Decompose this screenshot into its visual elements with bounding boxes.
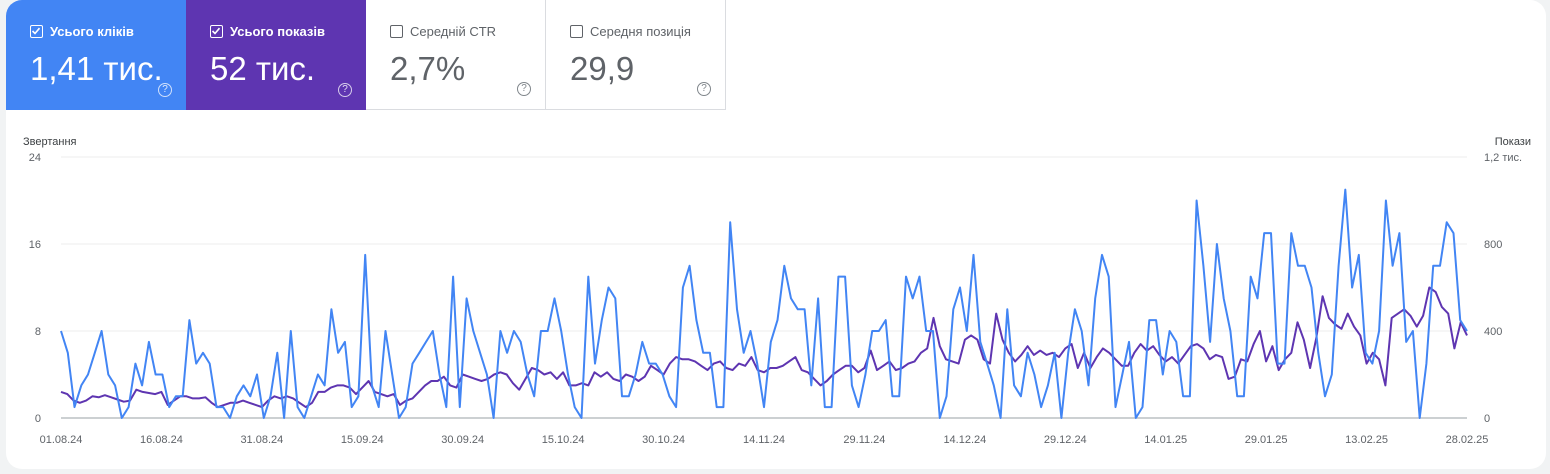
right-axis-tick: 1,2 тис. bbox=[1484, 152, 1522, 164]
checkbox-checked-icon[interactable] bbox=[210, 25, 223, 38]
left-axis-title: Звертання bbox=[23, 136, 77, 148]
x-axis-tick: 29.01.25 bbox=[1245, 434, 1288, 446]
right-axis-tick: 800 bbox=[1484, 239, 1502, 251]
checkbox-checked-icon[interactable] bbox=[30, 25, 43, 38]
chart-lines bbox=[60, 188, 1468, 419]
x-axis-tick: 29.12.24 bbox=[1044, 434, 1087, 446]
metric-value: 52 тис. bbox=[210, 50, 316, 87]
checkbox-unchecked-icon[interactable] bbox=[570, 25, 583, 38]
x-axis-tick: 31.08.24 bbox=[240, 434, 283, 446]
metric-value: 2,7% bbox=[390, 50, 466, 87]
x-axis-tick: 13.02.25 bbox=[1345, 434, 1388, 446]
performance-card: Усього кліків 1,41 тис. ? Усього показів… bbox=[6, 0, 1546, 469]
average-position-tile[interactable]: Середня позиція 29,9 ? bbox=[546, 0, 726, 110]
x-axis-tick: 28.02.25 bbox=[1446, 434, 1489, 446]
help-icon[interactable]: ? bbox=[338, 83, 352, 97]
left-axis-tick: 16 bbox=[29, 239, 41, 251]
total-impressions-tile[interactable]: Усього показів 52 тис. ? bbox=[186, 0, 366, 110]
help-icon[interactable]: ? bbox=[517, 82, 531, 96]
x-axis-tick: 29.11.24 bbox=[843, 434, 885, 446]
total-clicks-tile[interactable]: Усього кліків 1,41 тис. ? bbox=[6, 0, 186, 110]
average-ctr-tile[interactable]: Середній CTR 2,7% ? bbox=[366, 0, 546, 110]
chart-ticks: 0 0 8 400 16 800 24 1,2 тис. 01.08.24 16.08.24 31.… bbox=[29, 152, 1522, 446]
x-axis-tick: 14.12.24 bbox=[943, 434, 986, 446]
left-axis-tick: 8 bbox=[35, 326, 41, 338]
metric-value: 1,41 тис. bbox=[30, 50, 163, 87]
metric-tiles: Усього кліків 1,41 тис. ? Усього показів… bbox=[6, 0, 726, 110]
x-axis-tick: 15.10.24 bbox=[542, 434, 585, 446]
checkbox-unchecked-icon[interactable] bbox=[390, 25, 403, 38]
right-axis-tick: 400 bbox=[1484, 326, 1502, 338]
help-icon[interactable]: ? bbox=[158, 83, 172, 97]
right-axis-tick: 0 bbox=[1484, 413, 1490, 425]
x-axis-tick: 15.09.24 bbox=[341, 434, 384, 446]
metric-label: Середня позиція bbox=[590, 24, 691, 39]
x-axis-tick: 30.10.24 bbox=[642, 434, 685, 446]
metric-value: 29,9 bbox=[570, 50, 635, 87]
x-axis-tick: 14.11.24 bbox=[743, 434, 785, 446]
x-axis-tick: 30.09.24 bbox=[441, 434, 484, 446]
x-axis-tick: 16.08.24 bbox=[140, 434, 183, 446]
metric-label: Усього кліків bbox=[50, 24, 134, 39]
x-axis-tick: 14.01.25 bbox=[1144, 434, 1187, 446]
x-axis-tick: 01.08.24 bbox=[40, 434, 83, 446]
metric-label: Середній CTR bbox=[410, 24, 497, 39]
left-axis-tick: 24 bbox=[29, 152, 41, 164]
metric-label: Усього показів bbox=[230, 24, 325, 39]
impressions-series-line bbox=[60, 286, 1468, 409]
chart-grid bbox=[61, 156, 1467, 419]
clicks-series-line bbox=[60, 188, 1468, 419]
right-axis-title: Покази bbox=[1495, 136, 1531, 148]
left-axis-tick: 0 bbox=[35, 413, 41, 425]
performance-chart[interactable]: Звертання Покази 0 0 8 400 16 800 24 1,2 тис. 01… bbox=[6, 0, 1546, 469]
help-icon[interactable]: ? bbox=[697, 82, 711, 96]
